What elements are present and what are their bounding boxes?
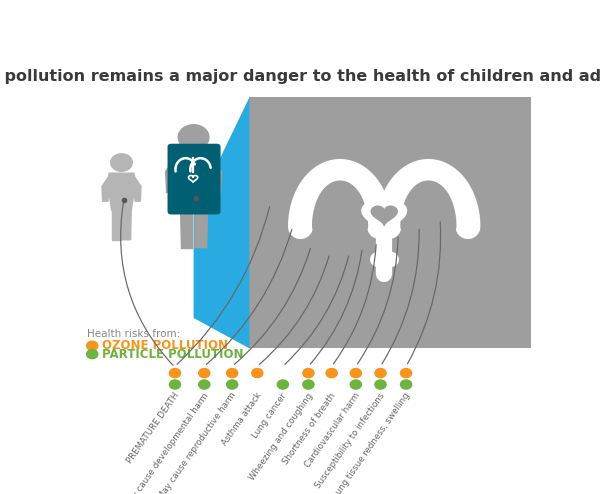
Polygon shape — [108, 173, 135, 210]
Polygon shape — [128, 176, 141, 201]
Circle shape — [199, 369, 210, 377]
FancyBboxPatch shape — [167, 144, 221, 214]
Text: Asthma attack: Asthma attack — [220, 391, 263, 448]
Polygon shape — [102, 176, 115, 201]
Text: Lung cancer: Lung cancer — [251, 391, 289, 440]
Circle shape — [350, 380, 361, 389]
Text: Lung tissue redness, swelling: Lung tissue redness, swelling — [332, 391, 412, 494]
Circle shape — [227, 369, 238, 377]
Circle shape — [86, 350, 98, 359]
Circle shape — [251, 369, 263, 377]
Circle shape — [169, 369, 181, 377]
Circle shape — [86, 341, 98, 350]
Circle shape — [169, 380, 181, 389]
Circle shape — [326, 369, 337, 377]
Text: May cause reproductive harm: May cause reproductive harm — [157, 391, 238, 494]
Circle shape — [375, 380, 386, 389]
Polygon shape — [362, 202, 407, 235]
Text: PREMATURE DEATH: PREMATURE DEATH — [125, 391, 181, 465]
Circle shape — [199, 380, 210, 389]
Circle shape — [303, 369, 314, 377]
Circle shape — [375, 369, 386, 377]
Circle shape — [111, 154, 132, 171]
Text: Cardiovascular harm: Cardiovascular harm — [303, 391, 362, 469]
Circle shape — [350, 369, 361, 377]
Circle shape — [401, 369, 412, 377]
Polygon shape — [194, 97, 250, 348]
Text: Health risks from:: Health risks from: — [86, 329, 180, 339]
Text: Susceptibility to infections: Susceptibility to infections — [314, 391, 386, 490]
Circle shape — [178, 124, 209, 150]
Polygon shape — [122, 209, 131, 240]
Circle shape — [277, 380, 289, 389]
Polygon shape — [166, 156, 184, 193]
Bar — [250, 97, 531, 348]
Text: OZONE POLLUTION: OZONE POLLUTION — [101, 339, 227, 352]
Text: Air pollution remains a major danger to the health of children and adults.: Air pollution remains a major danger to … — [0, 69, 600, 84]
Text: Wheezing and coughing: Wheezing and coughing — [247, 391, 314, 482]
Polygon shape — [204, 156, 221, 193]
Polygon shape — [112, 209, 121, 240]
Polygon shape — [179, 204, 192, 247]
Circle shape — [401, 380, 412, 389]
Text: Shortness of breath: Shortness of breath — [281, 391, 338, 466]
Polygon shape — [371, 206, 397, 225]
Circle shape — [227, 380, 238, 389]
Polygon shape — [174, 153, 213, 206]
Polygon shape — [195, 204, 208, 247]
Text: May cause developmental harm: May cause developmental harm — [123, 391, 210, 494]
Text: PARTICLE POLLUTION: PARTICLE POLLUTION — [101, 348, 243, 361]
Circle shape — [303, 380, 314, 389]
